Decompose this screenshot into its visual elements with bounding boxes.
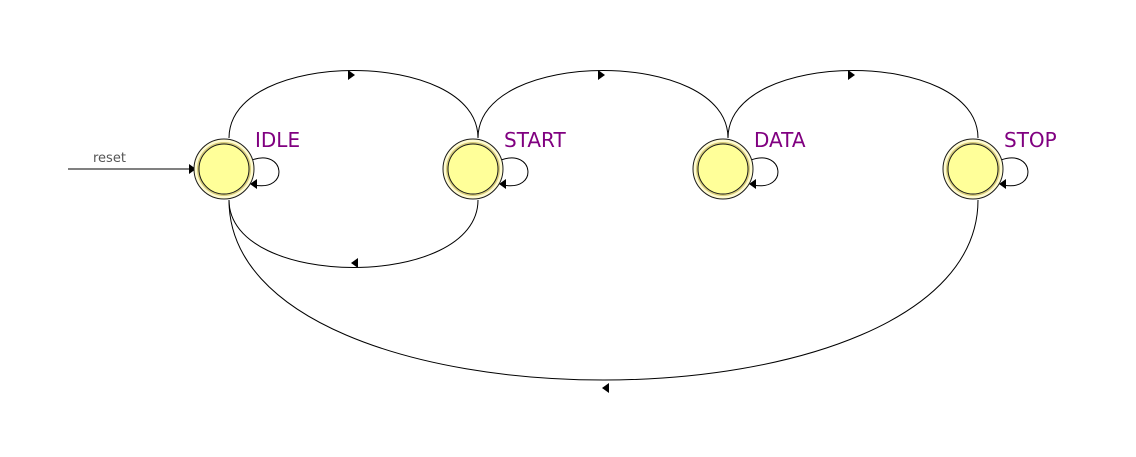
state-start-label: START bbox=[504, 128, 566, 152]
reset-arrowhead bbox=[189, 164, 196, 174]
state-start-inner-circle bbox=[447, 143, 499, 195]
self-loop-start bbox=[499, 157, 529, 189]
self-loop-stop bbox=[999, 157, 1029, 189]
transition-idle-to-start bbox=[228, 70, 479, 139]
state-data-label: DATA bbox=[754, 128, 806, 152]
reset-transition: reset bbox=[68, 151, 196, 174]
state-idle[interactable]: IDLE bbox=[193, 128, 300, 200]
state-data[interactable]: DATA bbox=[692, 128, 806, 200]
state-idle-inner-circle bbox=[198, 143, 250, 195]
state-stop-inner-circle bbox=[947, 143, 999, 195]
transition-start-to-idle bbox=[228, 199, 479, 268]
state-stop-label: STOP bbox=[1004, 128, 1057, 152]
state-idle-label: IDLE bbox=[255, 128, 300, 152]
state-data-inner-circle bbox=[697, 143, 749, 195]
state-start[interactable]: START bbox=[442, 128, 566, 200]
transition-start-to-data bbox=[477, 70, 729, 139]
transition-data-to-stop bbox=[727, 70, 979, 139]
reset-label: reset bbox=[93, 151, 126, 166]
self-loop-idle bbox=[250, 157, 280, 189]
transition-stop-to-idle bbox=[228, 199, 979, 393]
state-stop[interactable]: STOP bbox=[942, 128, 1057, 200]
self-loop-data bbox=[749, 157, 779, 189]
